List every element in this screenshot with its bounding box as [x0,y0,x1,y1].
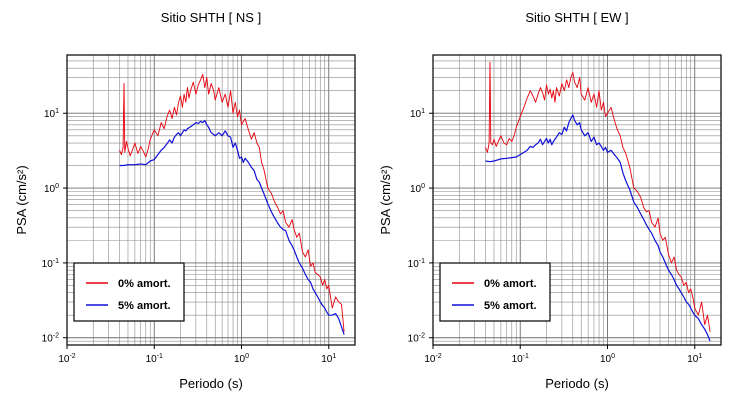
y-tick-label: 10-2 [42,333,59,345]
y-tick-label: 100 [44,183,59,195]
legend-label: 0% amort. [484,278,537,290]
legend-box [439,262,551,322]
chart-title: Sitio SHTH [ EW ] [525,10,628,25]
ew-spectrum-panel: Sitio SHTH [ EW ] Periodo (s) PSA (cm/s²… [378,10,722,391]
legend-box [73,262,185,322]
series-line [485,61,711,332]
x-tick-label: 100 [234,353,249,365]
x-tick-label: 10-2 [424,353,441,365]
x-tick-label: 10-1 [512,353,529,365]
x-tick-label: 10-2 [58,353,75,365]
y-tick-label: 10-1 [408,258,425,270]
y-tick-label: 100 [410,183,425,195]
y-tick-label: 101 [44,108,59,120]
y-tick-label: 10-2 [408,333,425,345]
legend-label: 5% amort. [484,300,537,312]
series-line [119,119,345,335]
series-line [119,73,345,332]
x-axis-label: Periodo (s) [179,376,243,391]
y-tick-label: 101 [410,108,425,120]
ns-spectrum-panel: Sitio SHTH [ NS ] Periodo (s) PSA (cm/s²… [14,10,356,391]
plot-frame [432,54,722,346]
y-axis-label: PSA (cm/s²) [14,165,29,234]
x-tick-label: 101 [687,353,702,365]
x-tick-label: 10-1 [146,353,163,365]
x-axis-label: Periodo (s) [545,376,609,391]
y-tick-label: 10-1 [42,258,59,270]
x-tick-label: 101 [321,353,336,365]
chart-title: Sitio SHTH [ NS ] [161,10,261,25]
legend-label: 0% amort. [118,278,171,290]
plot-frame [66,54,356,346]
series-line [485,114,711,342]
legend-label: 5% amort. [118,300,171,312]
x-tick-label: 100 [600,353,615,365]
y-axis-label: PSA (cm/s²) [378,165,393,234]
